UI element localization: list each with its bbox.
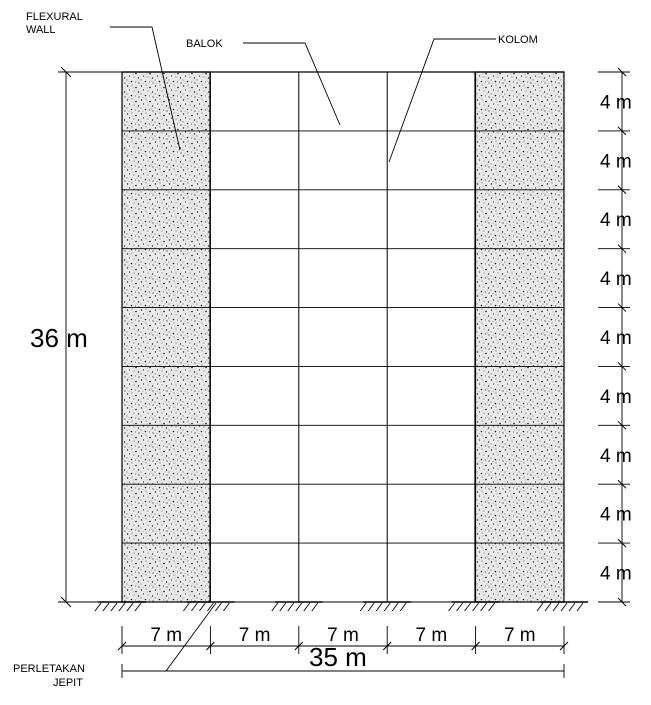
fixed-support <box>183 601 235 612</box>
story-height-label: 4 m <box>600 564 632 585</box>
fixed-supports <box>94 601 588 612</box>
label-balok: BALOK <box>186 38 223 50</box>
story-height-label: 4 m <box>600 505 632 526</box>
label-perletakan-1: PERLETAKAN <box>13 663 85 675</box>
story-height-label: 4 m <box>600 92 632 113</box>
total-height-label: 36 m <box>30 323 88 353</box>
bay-width-label: 7 m <box>150 625 182 646</box>
story-height-label: 4 m <box>600 151 632 172</box>
width-dimension <box>121 664 565 678</box>
flexural-wall-leader <box>110 26 181 151</box>
story-height-dimensions: 4 m 4 m 4 m 4 m 4 m 4 m 4 m 4 m 4 m <box>598 67 632 607</box>
label-perletakan-2: JEPIT <box>53 677 83 689</box>
bay-width-label: 7 m <box>327 625 359 646</box>
story-height-label: 4 m <box>600 269 632 290</box>
fixed-support <box>271 601 323 612</box>
height-dimension <box>58 66 122 608</box>
bay-width-dimensions: 7 m 7 m 7 m 7 m 7 m <box>117 625 569 654</box>
label-flexural-wall-2: WALL <box>26 24 56 36</box>
label-kolom: KOLOM <box>498 34 538 46</box>
label-flexural-wall-1: FLEXURAL <box>26 11 83 23</box>
fixed-support <box>359 601 412 612</box>
fixed-support <box>536 601 588 612</box>
frame-grid <box>121 71 565 603</box>
story-height-label: 4 m <box>600 446 632 467</box>
bay-width-label: 7 m <box>239 625 271 646</box>
flexural-wall-left <box>121 71 211 603</box>
balok-leader <box>243 42 341 126</box>
story-height-label: 4 m <box>600 328 632 349</box>
fixed-support <box>448 601 500 612</box>
bay-width-label: 7 m <box>504 625 536 646</box>
kolom-leader <box>388 38 496 163</box>
total-width-label: 35 m <box>309 642 367 672</box>
bay-width-label: 7 m <box>416 625 448 646</box>
flexural-wall-right <box>474 71 565 603</box>
story-height-label: 4 m <box>600 387 632 408</box>
fixed-support <box>94 601 146 612</box>
story-height-label: 4 m <box>600 210 632 231</box>
